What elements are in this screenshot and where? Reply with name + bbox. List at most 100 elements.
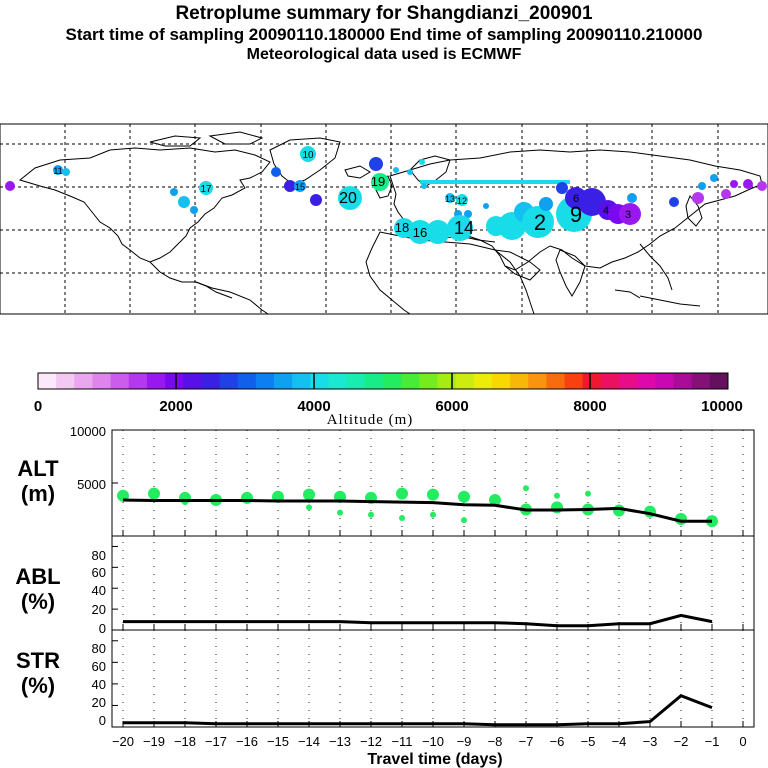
- day-label-13: 13: [445, 194, 455, 204]
- plume-circle: [721, 189, 731, 199]
- colorbar-cell: [691, 373, 711, 389]
- x-tick-label: −5: [581, 734, 596, 749]
- sampling-time: Start time of sampling 20090110.180000 E…: [65, 25, 703, 44]
- colorbar-label: Altitude (m): [327, 412, 414, 428]
- x-tick-label: −3: [643, 734, 658, 749]
- str-ytick-label: 80: [92, 641, 106, 656]
- colorbar-cell: [310, 373, 330, 389]
- plume-circle: [445, 193, 455, 203]
- map-frame: [0, 123, 768, 315]
- abl-ytick-label: 40: [92, 583, 106, 598]
- day-label-15: 15: [295, 182, 305, 192]
- day-label-9: 9: [570, 202, 582, 227]
- plume-path: [5, 146, 767, 244]
- plume-circle: [426, 220, 450, 244]
- colorbar-cell: [92, 373, 112, 389]
- plume-circle: [456, 194, 468, 206]
- colorbar-cell: [237, 373, 257, 389]
- colorbar-cell: [110, 373, 130, 389]
- abl-unit: (%): [21, 589, 55, 614]
- colorbar-cell: [401, 373, 420, 389]
- x-tick-label: −14: [298, 734, 320, 749]
- plume-circle: [730, 180, 738, 188]
- x-tick-label: −10: [422, 734, 444, 749]
- colorbar-cell: [491, 373, 511, 389]
- x-tick-label: −7: [519, 734, 534, 749]
- alt-plume-point: [306, 504, 312, 511]
- colorbar-cell: [564, 373, 584, 389]
- plume-circle: [522, 206, 554, 238]
- alt-ytick-label: 10000: [70, 424, 106, 439]
- day-label-18: 18: [395, 220, 409, 235]
- colorbar-cell: [219, 373, 239, 389]
- chart-title: Retroplume summary for Shangdianzi_20090…: [175, 3, 593, 24]
- x-tick-label: −20: [112, 734, 134, 749]
- abl-ytick-label: 20: [92, 602, 106, 617]
- colorbar-cell: [637, 373, 656, 389]
- plume-circle: [199, 181, 213, 195]
- colorbar-frame: [37, 372, 729, 390]
- plume-circle: [464, 210, 472, 218]
- x-tick-label: 0: [739, 734, 746, 749]
- plume-circle: [300, 146, 316, 162]
- alt-plume-point: [523, 485, 529, 492]
- colorbar-cell: [74, 373, 93, 389]
- colorbar-cell: [364, 373, 384, 389]
- abl-ytick-label: 80: [92, 548, 106, 563]
- alt-plume-point: [148, 487, 160, 500]
- plume-circle: [421, 183, 427, 189]
- x-tick-label: −2: [674, 734, 689, 749]
- plume-circle: [310, 194, 322, 206]
- colorbar-cell: [455, 373, 475, 389]
- y-tick-labels: 10000 5000 80 60 40 20 0 80 60 40 20 0: [70, 424, 106, 728]
- colorbar-cell: [38, 373, 57, 389]
- alt-plume-point: [489, 493, 501, 506]
- alt-plume-point: [368, 511, 374, 518]
- day-label-12: 12: [457, 196, 467, 206]
- plume-circle: [369, 157, 383, 171]
- colorbar-cell: [328, 373, 348, 389]
- colorbar-cell: [128, 373, 148, 389]
- colorbar-cell: [292, 373, 311, 389]
- plume-circle: [393, 167, 399, 173]
- colorbar-cell: [146, 373, 166, 389]
- panel-titles: ALT (m) ABL (%) STR (%): [15, 456, 60, 698]
- plume-circle: [698, 182, 706, 190]
- colorbar-cell: [201, 373, 221, 389]
- abl-ytick-label: 0: [99, 621, 106, 636]
- colorbar-tick-label: 2000: [159, 398, 192, 415]
- x-tick-label: −6: [550, 734, 565, 749]
- alt-plume-point: [399, 514, 405, 521]
- plume-circle: [53, 165, 63, 175]
- plume-streak: [420, 180, 570, 184]
- plume-circle: [62, 168, 70, 176]
- colorbar-cell: [619, 373, 638, 389]
- colorbar-cell: [383, 373, 402, 389]
- day-label-17: 17: [200, 184, 212, 195]
- x-tick-label: −1: [705, 734, 720, 749]
- x-tick-label: −18: [174, 734, 196, 749]
- x-tick-label: −17: [205, 734, 227, 749]
- plume-circle: [271, 167, 281, 177]
- colorbar-tick-label: 4000: [297, 398, 330, 415]
- alt-ytick-label: 5000: [77, 477, 106, 492]
- x-tick-labels: −20 −19 −18 −17 −16 −15 −14 −13 −12 −11 −10 −9 −8 −7−…: [112, 734, 747, 749]
- alt-plume-point: [396, 487, 408, 500]
- alt-unit: (m): [21, 481, 55, 506]
- day-label-19: 19: [371, 174, 385, 189]
- colorbar-cell: [673, 373, 693, 389]
- colorbar-cell: [582, 373, 602, 389]
- colorbar-cell: [419, 373, 438, 389]
- map-panel: 20 19 18 17 16 15 14 13 12 11 10 9 6 4 3…: [0, 123, 768, 315]
- x-axis-label: Travel time (days): [367, 751, 502, 768]
- day-label-11: 11: [53, 166, 62, 176]
- plume-day-labels: 20 19 18 17 16 15 14 13 12 11 10 9 6 4 3…: [53, 150, 631, 240]
- alt-title: ALT: [17, 456, 59, 481]
- plume-circle: [556, 182, 568, 194]
- day-label-2: 2: [534, 210, 546, 235]
- str-ytick-label: 40: [92, 677, 106, 692]
- plume-circle: [419, 159, 425, 165]
- str-title: STR: [16, 648, 60, 673]
- x-tick-label: −11: [391, 734, 412, 749]
